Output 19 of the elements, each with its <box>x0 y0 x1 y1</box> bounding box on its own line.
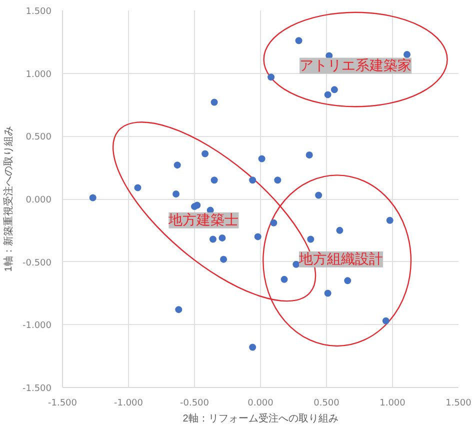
x-tick-label: 0.000 <box>248 398 274 408</box>
y-tick-label: -1.000 <box>22 321 52 332</box>
annotation: アトリエ系建築家 <box>300 58 412 74</box>
x-axis-title: 2軸：リフォーム受注への取り組み <box>182 412 338 424</box>
y-tick-label: -1.500 <box>22 384 52 394</box>
y-tick-label: 1.500 <box>26 7 52 17</box>
x-tick-label: 0.500 <box>314 398 340 408</box>
x-tick-label: 1.500 <box>446 398 472 408</box>
x-tick-label: -1.500 <box>48 398 78 408</box>
y-tick-label: 1.000 <box>26 70 52 80</box>
x-tick-label: -0.500 <box>180 398 210 408</box>
annotation: 地方組織設計 <box>298 251 384 268</box>
y-tick-label: 0.500 <box>26 132 52 143</box>
x-tick-label: 1.000 <box>380 398 406 408</box>
y-tick-label: 0.000 <box>26 196 52 206</box>
x-tick-label: -1.000 <box>114 398 144 408</box>
y-tick-label: -0.500 <box>22 258 52 268</box>
y-axis-title: 1軸：新築重視受注への取り組み <box>2 126 14 272</box>
annotation: 地方建築士 <box>168 212 239 228</box>
